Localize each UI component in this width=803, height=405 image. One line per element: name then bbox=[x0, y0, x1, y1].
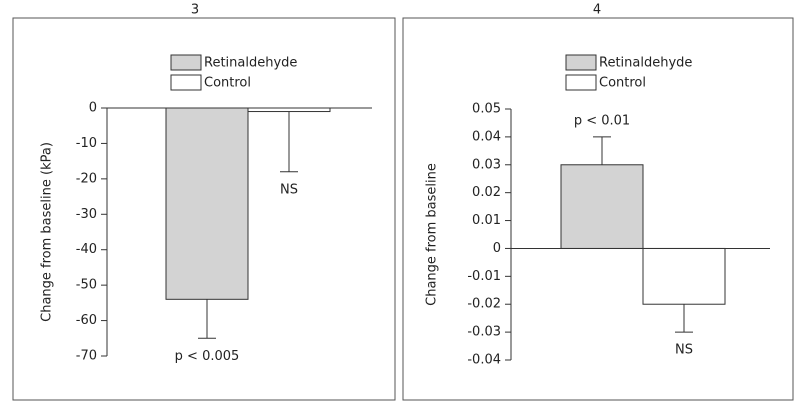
y-tick-label: 0.03 bbox=[472, 157, 501, 172]
chart-title: 3 bbox=[191, 3, 199, 18]
bar bbox=[560, 164, 644, 249]
legend-swatch bbox=[565, 74, 597, 91]
y-tick-label: -70 bbox=[76, 349, 97, 364]
y-tick-label: -20 bbox=[76, 171, 97, 186]
y-tick-label: 0.05 bbox=[472, 102, 501, 117]
annotation: NS bbox=[675, 343, 693, 358]
panel-border bbox=[402, 17, 794, 401]
y-tick-label: 0 bbox=[493, 241, 501, 256]
y-tick-label: -30 bbox=[76, 207, 97, 222]
annotation: NS bbox=[280, 182, 298, 197]
legend-swatch bbox=[170, 74, 202, 91]
legend-label: Retinaldehyde bbox=[204, 56, 297, 71]
y-tick-label: -50 bbox=[76, 278, 97, 293]
y-tick-label: -0.03 bbox=[467, 325, 501, 340]
y-tick-label: -0.04 bbox=[467, 353, 501, 368]
y-axis-label: Change from baseline (kPa) bbox=[40, 142, 55, 322]
legend-label: Retinaldehyde bbox=[599, 56, 692, 71]
legend-label: Control bbox=[204, 76, 251, 91]
legend-label: Control bbox=[599, 76, 646, 91]
y-tick-label: -60 bbox=[76, 313, 97, 328]
bar bbox=[247, 107, 331, 113]
y-tick-label: 0.04 bbox=[472, 129, 501, 144]
y-tick-label: 0.02 bbox=[472, 185, 501, 200]
panel-border bbox=[12, 17, 396, 401]
chart-title: 4 bbox=[593, 3, 601, 18]
legend-swatch bbox=[170, 54, 202, 71]
y-tick-label: 0.01 bbox=[472, 213, 501, 228]
y-tick-label: -0.01 bbox=[467, 269, 501, 284]
y-tick-label: -10 bbox=[76, 136, 97, 151]
bar bbox=[642, 247, 726, 305]
y-tick-label: 0 bbox=[89, 101, 97, 116]
bar bbox=[165, 107, 249, 300]
y-tick-label: -40 bbox=[76, 242, 97, 257]
annotation: p < 0.01 bbox=[574, 113, 630, 128]
legend-swatch bbox=[565, 54, 597, 71]
annotation: p < 0.005 bbox=[175, 349, 240, 364]
y-axis-label: Change from baseline bbox=[425, 163, 440, 306]
y-tick-label: -0.02 bbox=[467, 297, 501, 312]
